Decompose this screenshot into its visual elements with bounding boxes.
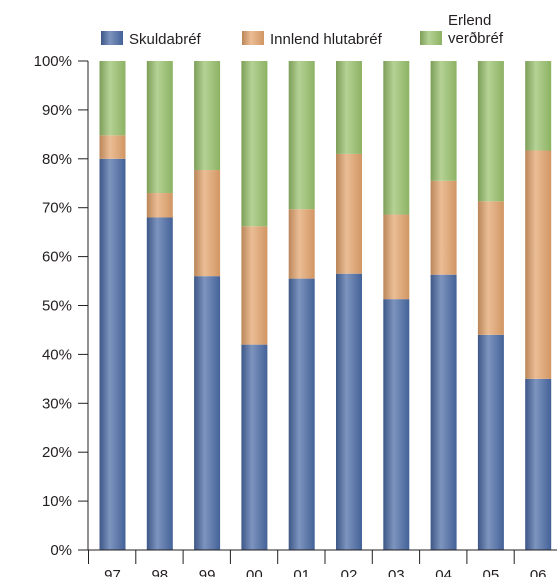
bar-05-series-2 <box>477 61 504 202</box>
bar-00-series-0 <box>241 344 268 550</box>
bar-04-series-0 <box>430 274 457 550</box>
x-tick-label-03: 03 <box>388 567 405 577</box>
bar-01-series-2 <box>288 61 315 210</box>
x-tick-label-97: 97 <box>104 567 121 577</box>
bar-05-series-0 <box>477 334 504 550</box>
bar-99-series-2 <box>194 61 221 171</box>
legend-label-2: Erlend verðbréf <box>448 12 504 47</box>
bar-05-series-1 <box>477 201 504 335</box>
bar-00-series-2 <box>241 61 268 227</box>
x-tick-label-98: 98 <box>151 567 168 577</box>
y-tick-label: 100% <box>34 53 72 70</box>
y-tick-label: 0% <box>50 542 72 559</box>
bar-03-series-1 <box>383 214 410 300</box>
bar-04-series-1 <box>430 180 457 275</box>
legend-swatch-1 <box>242 31 264 45</box>
y-tick-label: 20% <box>42 444 72 461</box>
x-tick-label-05: 05 <box>483 567 500 577</box>
legend-label-0: Skuldabréf <box>129 31 202 48</box>
x-tick-label-02: 02 <box>341 567 358 577</box>
bar-02-series-0 <box>336 273 362 550</box>
legend-label-1: Innlend hlutabréf <box>270 31 383 48</box>
y-axis: 0% 10% 20% 30% 40% 50% 60% 70% 80% 90% 100% <box>34 53 89 559</box>
bar-01-series-1 <box>288 209 315 279</box>
legend-swatch-2 <box>420 31 442 45</box>
x-tick-label-01: 01 <box>293 567 310 577</box>
bar-04-series-2 <box>430 61 457 181</box>
bar-98-series-1 <box>146 193 173 218</box>
y-tick-label: 50% <box>42 298 72 315</box>
bar-98-series-0 <box>146 217 173 551</box>
bar-01-series-0 <box>288 278 315 550</box>
legend: Skuldabréf Innlend hlutabréf Erlend verðbré… <box>101 12 504 48</box>
bar-02-series-2 <box>336 61 362 154</box>
bar-98-series-2 <box>146 61 173 194</box>
bar-06-series-2 <box>525 61 552 151</box>
y-tick-label: 40% <box>42 346 72 363</box>
y-tick-label: 90% <box>42 102 72 119</box>
bar-03-series-2 <box>383 61 410 215</box>
bar-02-series-1 <box>336 153 362 274</box>
y-tick-label: 10% <box>42 493 72 510</box>
y-tick-label: 70% <box>42 200 72 217</box>
x-tick-label-00: 00 <box>246 567 263 577</box>
x-tick-label-06: 06 <box>530 567 547 577</box>
bar-99-series-0 <box>194 276 221 550</box>
y-tick-label: 30% <box>42 395 72 412</box>
bar-06-series-1 <box>525 150 552 379</box>
y-tick-label: 80% <box>42 151 72 168</box>
bar-97-series-1 <box>99 135 126 159</box>
legend-swatch-0 <box>101 31 123 45</box>
y-tick-label: 60% <box>42 249 72 266</box>
bar-00-series-1 <box>241 226 268 345</box>
bar-03-series-0 <box>383 299 410 550</box>
bar-06-series-0 <box>525 378 552 550</box>
bar-99-series-1 <box>194 170 221 277</box>
x-axis: 97 98 99 00 01 02 03 04 05 06 <box>88 549 557 577</box>
x-tick-label-99: 99 <box>199 567 216 577</box>
bars <box>99 61 552 551</box>
bar-97-series-0 <box>99 158 126 551</box>
x-tick-label-04: 04 <box>435 567 452 577</box>
bar-97-series-2 <box>99 61 126 136</box>
